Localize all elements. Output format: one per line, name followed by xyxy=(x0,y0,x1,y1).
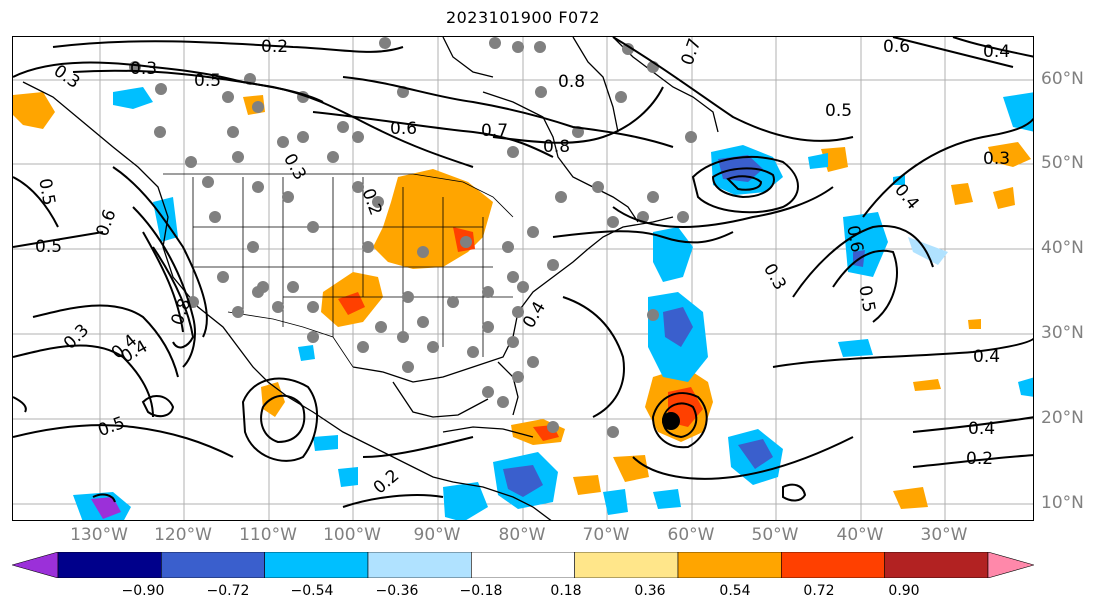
positive-shading xyxy=(13,92,1031,509)
contour-label: 0.2 xyxy=(966,449,994,469)
lon-label: 80°W xyxy=(498,525,546,545)
colorbar-segment xyxy=(884,552,989,578)
lon-label: 130°W xyxy=(70,525,128,545)
lat-label: 30°N xyxy=(1041,323,1084,343)
lat-label: 60°N xyxy=(1041,69,1084,89)
colorbar-tick: −0.90 xyxy=(121,583,165,599)
contour-label: 0.4 xyxy=(983,42,1011,62)
colorbar-segment xyxy=(161,552,265,578)
lon-label: 50°W xyxy=(751,525,799,545)
graticule xyxy=(13,37,1033,520)
colorbar-tick: −0.72 xyxy=(206,583,250,599)
colorbar-segment xyxy=(264,552,369,578)
colorbar-segment xyxy=(367,552,472,578)
colorbar-tick: 0.54 xyxy=(719,583,751,599)
contour-label: 0.7 xyxy=(481,121,509,141)
map-panel[interactable]: 0.2 0.3 0.5 0.5 0.6 0.7 0.8 0.8 0.6 0.6 … xyxy=(12,36,1034,521)
contour-label: 0.3 xyxy=(983,149,1011,169)
borders xyxy=(163,173,514,368)
contour-label: 0.3 xyxy=(130,59,158,79)
colorbar-segment xyxy=(57,552,162,578)
colorbar-segment xyxy=(781,552,885,578)
contour-lines xyxy=(13,37,1033,508)
lon-label: 60°W xyxy=(667,525,715,545)
colorbar-extend-min xyxy=(12,552,59,578)
contour-label: 0.5 xyxy=(194,71,222,91)
contour-label: 0.5 xyxy=(35,237,63,257)
lon-label: 30°W xyxy=(920,525,968,545)
contour-label: 0.4 xyxy=(973,347,1001,367)
lon-label: 70°W xyxy=(582,525,630,545)
lon-label: 40°W xyxy=(836,525,884,545)
lat-label: 40°N xyxy=(1041,238,1084,258)
lon-label: 120°W xyxy=(154,525,212,545)
contour-label: 0.8 xyxy=(543,137,571,157)
contour-label: 0.5 xyxy=(825,101,853,121)
colorbar-segment xyxy=(677,552,782,578)
colorbar-tick: −0.36 xyxy=(375,583,419,599)
map-canvas xyxy=(13,37,1033,520)
colorbar-segment xyxy=(574,552,679,578)
colorbar-extend-max xyxy=(987,552,1034,578)
contour-label: 0.6 xyxy=(390,119,418,139)
colorbar xyxy=(12,552,1034,578)
coastlines xyxy=(22,37,719,520)
lat-label: 20°N xyxy=(1041,408,1084,428)
colorbar-tick: 0.36 xyxy=(634,583,666,599)
contour-label: 0.6 xyxy=(883,37,911,57)
storm-center-marker xyxy=(662,412,680,430)
colorbar-tick: −0.54 xyxy=(290,583,334,599)
map-title: 2023101900 F072 xyxy=(445,8,601,27)
lon-label: 100°W xyxy=(323,525,381,545)
lat-label: 50°N xyxy=(1041,153,1084,173)
negative-shading xyxy=(73,87,1033,520)
lat-label: 10°N xyxy=(1041,493,1084,513)
colorbar-tick: 0.18 xyxy=(550,583,582,599)
station-markers xyxy=(129,37,697,438)
colorbar-tick: −0.18 xyxy=(459,583,503,599)
colorbar-segment xyxy=(471,552,575,578)
colorbar-tick: 0.72 xyxy=(803,583,835,599)
colorbar-tick: 0.90 xyxy=(888,583,920,599)
lon-label: 90°W xyxy=(413,525,461,545)
contour-label: 0.8 xyxy=(558,72,586,92)
contour-label: 0.4 xyxy=(968,419,996,439)
contour-label: 0.2 xyxy=(261,37,289,57)
lon-label: 110°W xyxy=(239,525,297,545)
